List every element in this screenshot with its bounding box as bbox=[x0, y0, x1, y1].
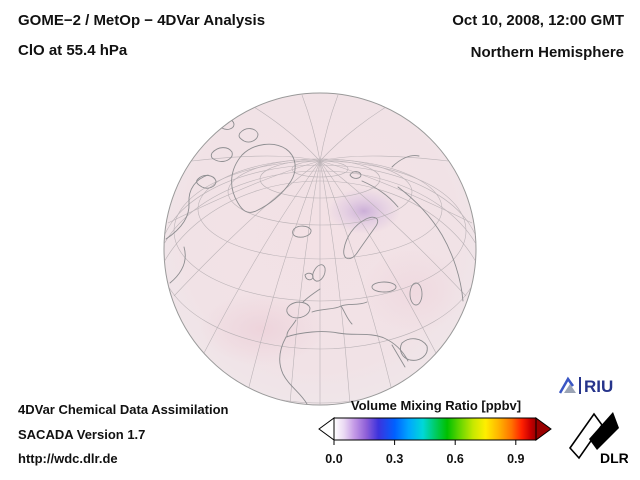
colorbar-ticks bbox=[333, 440, 517, 445]
datetime-label: Oct 10, 2008, 12:00 GMT bbox=[452, 12, 624, 29]
riu-divider bbox=[579, 377, 581, 394]
colorbar-title: Volume Mixing Ratio [ppbv] bbox=[350, 398, 522, 413]
colorbar-left-arrow bbox=[318, 417, 335, 441]
dlr-logo-text: DLR bbox=[600, 450, 628, 466]
riu-mountain-icon bbox=[564, 384, 576, 393]
globe-map bbox=[163, 92, 477, 406]
graticule bbox=[164, 94, 476, 405]
credit-line-url: http://wdc.dlr.de bbox=[18, 451, 118, 466]
riu-chevron-icon bbox=[558, 376, 575, 394]
page-title: GOME−2 / MetOp − 4DVar Analysis bbox=[18, 12, 266, 29]
dlr-emblem-solid-icon bbox=[589, 412, 619, 450]
clo-anomaly-patch bbox=[328, 188, 400, 234]
colorbar-gradient-bar bbox=[333, 417, 537, 441]
credit-line-version: SACADA Version 1.7 bbox=[18, 427, 146, 442]
colorbar-tick-labels: 0.0 0.3 0.6 0.9 bbox=[318, 452, 554, 468]
colorbar-tick-label: 0.6 bbox=[446, 452, 464, 466]
colorbar-tick-label: 0.9 bbox=[507, 452, 525, 466]
colorbar-tick-label: 0.3 bbox=[385, 452, 404, 466]
colorbar: Volume Mixing Ratio [ppbv] 0.0 0.3 0.6 0.9 bbox=[318, 398, 554, 468]
credit-line-assimilation: 4DVar Chemical Data Assimilation bbox=[18, 402, 229, 417]
coastlines bbox=[165, 118, 464, 405]
colorbar-tick-label: 0.0 bbox=[325, 452, 343, 466]
shading-blob bbox=[200, 293, 324, 365]
colorbar-right-arrow bbox=[535, 417, 552, 441]
riu-logo: RIU bbox=[556, 373, 628, 404]
shading-blob bbox=[362, 249, 466, 333]
colorbar-scale bbox=[318, 417, 552, 445]
riu-logo-text: RIU bbox=[584, 377, 613, 396]
dlr-logo: DLR bbox=[564, 404, 629, 471]
region-label: Northern Hemisphere bbox=[470, 44, 624, 61]
page-subtitle: ClO at 55.4 hPa bbox=[18, 42, 128, 59]
globe-panel bbox=[162, 91, 478, 407]
